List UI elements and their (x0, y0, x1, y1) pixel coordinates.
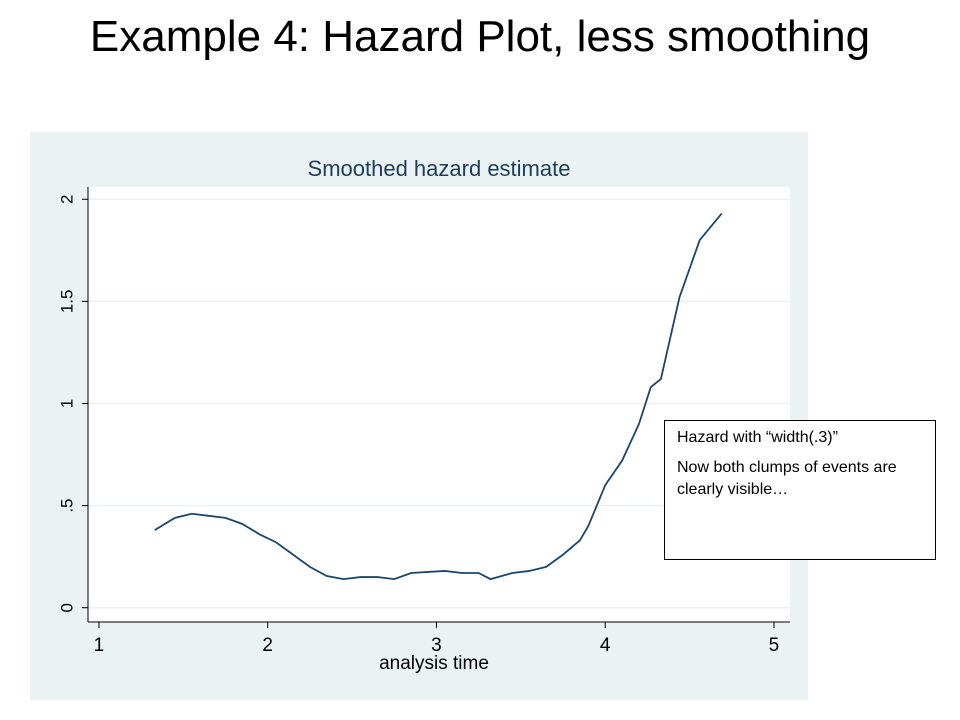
annotation-box: Hazard with “width(.3)” Now both clumps … (664, 420, 936, 560)
x-axis-label: analysis time (379, 653, 489, 674)
annotation: Hazard with “width(.3)” (677, 429, 838, 446)
x-tick-label: 3 (431, 635, 442, 656)
x-tick-label: 5 (769, 635, 780, 656)
annotation: Now both clumps of events are clearly vi… (677, 459, 897, 498)
y-tick-label: .5 (57, 498, 76, 512)
x-tick-label: 4 (600, 635, 611, 656)
y-tick-label: 1.5 (57, 290, 76, 314)
hazard-line (154, 212, 723, 581)
x-tick-label: 2 (262, 635, 273, 656)
x-tick-label: 1 (94, 635, 105, 656)
y-tick-label: 1 (57, 399, 76, 408)
chart-title: Smoothed hazard estimate (308, 156, 571, 181)
y-tick-label: 0 (57, 603, 76, 612)
y-tick-label: 2 (57, 195, 76, 204)
slide-title: Example 4: Hazard Plot, less smoothing (89, 12, 871, 61)
